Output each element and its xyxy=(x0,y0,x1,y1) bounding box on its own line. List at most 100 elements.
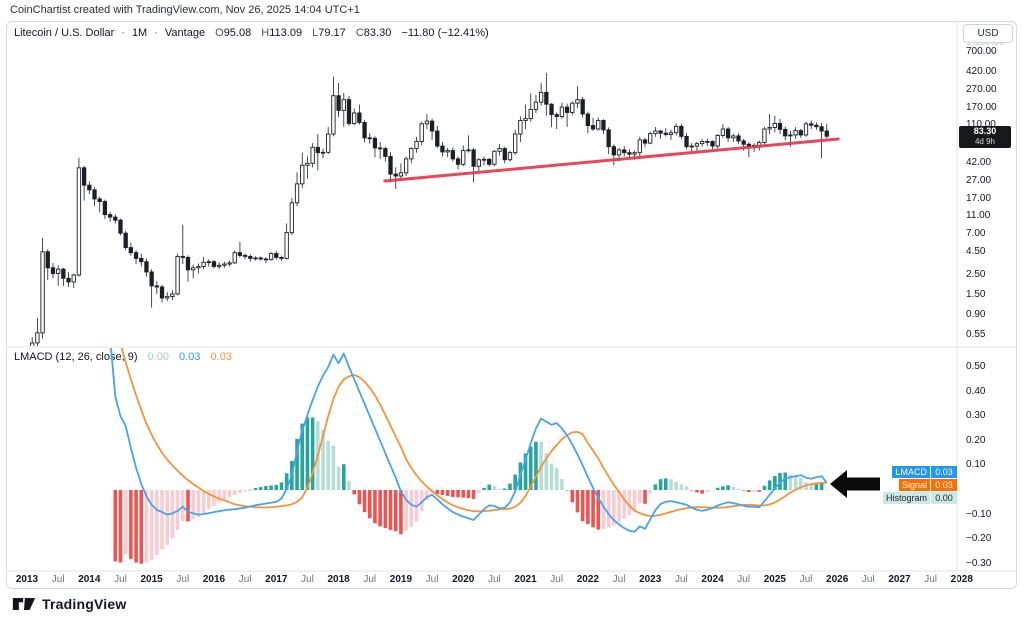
macd-axis-tick: 0.10 xyxy=(966,459,986,471)
left-arrow-annotation[interactable] xyxy=(830,470,880,498)
time-axis-jul-tick: Jul xyxy=(114,574,127,585)
time-axis-jul-tick: Jul xyxy=(924,574,938,585)
price-axis-tick: 1.50 xyxy=(966,289,986,301)
price-axis-tick: 0.90 xyxy=(966,309,986,321)
high-label: H xyxy=(261,27,270,39)
price-axis-tick: 17.00 xyxy=(966,193,992,205)
indicator-hist-value: 0.00 xyxy=(147,351,169,363)
signal-line[interactable] xyxy=(115,325,827,517)
symbol-legend: Litecoin / U.S. Dollar · 1M · Vantage O95.08… xyxy=(14,27,496,39)
time-axis-year-tick: 2015 xyxy=(140,574,163,585)
time-axis-jul-tick: Jul xyxy=(301,574,314,585)
time-axis-jul-tick: Jul xyxy=(425,574,439,585)
indicator-signal-value: 0.03 xyxy=(210,351,232,363)
time-axis-jul-tick: Jul xyxy=(238,574,252,585)
macd-lines xyxy=(110,325,828,533)
lmacd-value-badge: LMACD 0.03 xyxy=(892,466,957,478)
time-axis-year-tick: 2027 xyxy=(888,574,911,585)
price-axis-tick: 2.50 xyxy=(966,269,986,281)
time-axis-jul-tick: Jul xyxy=(612,574,626,585)
price-axis-tick: 110.00 xyxy=(966,119,996,131)
currency-toggle-button[interactable]: USD xyxy=(963,24,1013,43)
time-axis-jul-tick: Jul xyxy=(674,574,688,585)
time-axis-year-tick: 2019 xyxy=(389,574,413,585)
macd-axis-tick: −0.20 xyxy=(966,533,992,545)
time-axis-year-tick: 2017 xyxy=(265,574,288,585)
price-axis-tick: 4.50 xyxy=(966,245,986,257)
time-axis-year-tick: 2028 xyxy=(950,574,973,585)
signal-badge-label: Signal xyxy=(898,479,930,491)
macd-axis-tick: 0.40 xyxy=(966,385,986,397)
price-axis-tick: 170.00 xyxy=(966,101,997,113)
lmacd-badge-value: 0.03 xyxy=(931,466,957,478)
last-price-value: 83.30 xyxy=(973,126,997,136)
macd-axis-tick: 0.50 xyxy=(966,361,986,372)
time-axis-jul-tick: Jul xyxy=(51,574,65,585)
macd-axis-tick: 0.30 xyxy=(966,410,986,422)
chart-frame xyxy=(6,21,1017,589)
attribution-text: CoinChartist created with TradingView.co… xyxy=(10,4,360,16)
time-axis-year-tick: 2020 xyxy=(452,574,475,585)
indicator-macd-value: 0.03 xyxy=(179,351,201,363)
tradingview-logo[interactable]: TradingView xyxy=(12,594,126,614)
bar-countdown: 4d 9h xyxy=(974,137,996,146)
close-value: 83.30 xyxy=(363,27,392,39)
time-axis-jul-tick: Jul xyxy=(363,574,377,585)
low-label: L xyxy=(312,27,319,39)
histogram-badge-label: Histogram xyxy=(882,492,930,504)
low-value: 79.17 xyxy=(318,27,346,39)
symbol-name: Litecoin / U.S. Dollar xyxy=(14,27,115,39)
time-axis-year-tick: 2013 xyxy=(15,574,39,585)
time-axis-year-tick: 2023 xyxy=(639,574,662,585)
time-axis-jul-tick: Jul xyxy=(861,574,875,585)
time-axis-jul-tick: Jul xyxy=(799,574,813,585)
time-axis-jul-tick: Jul xyxy=(487,574,501,585)
time-axis-year-tick: 2021 xyxy=(514,574,537,585)
price-axis-tick: 0.55 xyxy=(966,328,986,340)
change-value: −11.80 (−12.41%) xyxy=(401,27,489,39)
macd-axis-tick: 0.20 xyxy=(966,434,986,446)
tradingview-logo-icon xyxy=(12,598,36,610)
macd-histogram xyxy=(113,417,829,564)
lmacd-badge-label: LMACD xyxy=(892,466,930,478)
high-value: 113.09 xyxy=(269,27,303,39)
time-axis-year-tick: 2024 xyxy=(701,574,724,585)
open-label: O xyxy=(215,27,224,39)
time-axis-year-tick: 2025 xyxy=(763,574,786,585)
price-axis-tick: 7.00 xyxy=(966,228,986,240)
price-axis-tick: 420.00 xyxy=(966,66,997,78)
price-axis-tick: 270.00 xyxy=(966,83,997,95)
price-axis-tick: 42.00 xyxy=(966,157,992,169)
indicator-title: LMACD (12, 26, close, 9) xyxy=(14,351,138,363)
indicator-legend: LMACD (12, 26, close, 9) 0.00 0.03 0.03 xyxy=(14,351,232,363)
last-price-badge: 83.30 4d 9h xyxy=(959,126,1011,148)
legend-separator-2: · xyxy=(154,27,158,39)
candles xyxy=(30,72,829,346)
signal-value-badge: Signal 0.03 xyxy=(898,479,957,491)
time-axis-year-tick: 2018 xyxy=(327,574,350,585)
signal-badge-value: 0.03 xyxy=(931,479,957,491)
time-axis-year-tick: 2014 xyxy=(78,574,101,585)
macd-axis-tick: −0.30 xyxy=(966,557,992,569)
time-axis-year-tick: 2026 xyxy=(826,574,849,585)
close-label: C xyxy=(355,27,364,39)
time-axis-year-tick: 2016 xyxy=(202,574,226,585)
ascending-trendline[interactable] xyxy=(383,137,840,183)
time-axis-jul-tick: Jul xyxy=(737,574,751,585)
histogram-badge-value: 0.00 xyxy=(931,492,957,504)
price-axis-tick: 27.00 xyxy=(966,174,992,186)
price-axis-tick: 11.00 xyxy=(966,210,991,222)
price-axis-tick: 700.00 xyxy=(966,45,997,57)
time-axis-jul-tick: Jul xyxy=(550,574,564,585)
tradingview-logo-text: TradingView xyxy=(42,596,127,612)
macd-line[interactable] xyxy=(110,338,828,533)
macd-axis-tick: −0.10 xyxy=(966,508,992,520)
open-value: 95.08 xyxy=(223,27,252,39)
data-source-label: Vantage xyxy=(164,27,206,39)
histogram-value-badge: Histogram 0.00 xyxy=(882,492,957,504)
legend-separator: · xyxy=(121,27,125,39)
timeframe-label: 1M xyxy=(131,27,148,39)
time-axis-jul-tick: Jul xyxy=(176,574,190,585)
time-axis-year-tick: 2022 xyxy=(576,574,599,585)
